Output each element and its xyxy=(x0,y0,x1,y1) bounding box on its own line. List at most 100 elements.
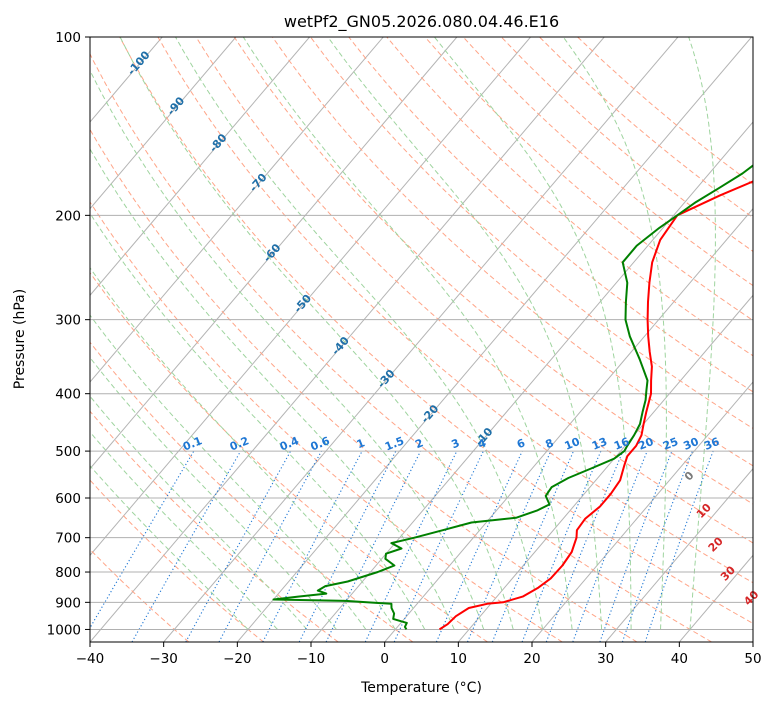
chart-title: wetPf2_GN05.2026.080.04.46.E16 xyxy=(284,12,559,32)
isotherm-line xyxy=(90,37,458,470)
x-tick-label: 30 xyxy=(597,651,614,667)
y-tick-label: 100 xyxy=(55,30,81,46)
isotherm-line xyxy=(457,294,753,642)
mixing-ratio-line xyxy=(545,450,624,642)
y-tick-label: 900 xyxy=(55,595,81,611)
isotherm-line xyxy=(531,381,753,642)
x-tick-label: 10 xyxy=(450,651,467,667)
x-tick-label: −40 xyxy=(76,651,105,667)
isotherm-line xyxy=(752,641,753,642)
mixing-ratio-label: 16 xyxy=(612,435,631,453)
profiles xyxy=(272,164,753,631)
isotherm-line xyxy=(90,37,384,383)
isotherm-line xyxy=(90,37,605,642)
isotherm-line xyxy=(236,37,752,642)
dry-adiabat-line xyxy=(195,37,753,544)
moist-adiabat-line xyxy=(562,37,667,630)
moist-adiabat-line xyxy=(90,314,367,630)
moist-adiabat-line xyxy=(90,464,249,630)
mixing-ratio-label: 8 xyxy=(544,436,556,451)
mixing-ratio-line xyxy=(185,450,292,642)
mixing-ratio-label: 30 xyxy=(682,435,701,453)
isotherm-line xyxy=(678,554,753,642)
mixing-ratio-line xyxy=(393,450,484,642)
y-tick-label: 1000 xyxy=(47,622,81,638)
dry-adiabat-line xyxy=(233,37,753,505)
y-tick-label: 300 xyxy=(55,313,81,329)
y-axis: 1000 900 800 700 600 500 400 300 200 100 xyxy=(47,30,90,638)
dry-adiabat-line xyxy=(90,52,712,642)
moist-adiabat-line xyxy=(90,266,396,630)
dewpoint-profile xyxy=(272,164,753,630)
x-tick-label: −30 xyxy=(149,651,178,667)
mixing-ratio-label: 3 xyxy=(450,436,462,451)
mixing-ratio-line xyxy=(364,450,458,642)
dry-adiabat-line xyxy=(90,201,563,642)
moist-adiabat-line xyxy=(90,148,455,630)
dry-adiabat-line xyxy=(90,341,414,642)
moist-adiabat-line xyxy=(90,356,337,630)
mixing-ratio-line xyxy=(90,450,195,629)
mixing-ratio-line xyxy=(466,450,552,642)
y-tick-label: 200 xyxy=(55,208,81,224)
moist-adiabat-line xyxy=(434,37,632,630)
x-axis-label: Temperature (°C) xyxy=(360,680,482,696)
x-tick-label: 50 xyxy=(744,651,761,667)
mixing-ratio-line xyxy=(435,450,523,642)
dry-adiabat-line xyxy=(462,37,753,287)
dry-adiabat-line xyxy=(90,479,264,642)
moist-adiabat-line xyxy=(119,37,514,630)
y-tick-label: 800 xyxy=(55,565,81,581)
mixing-ratio-label: 20 xyxy=(636,435,655,453)
isotherm-line xyxy=(90,37,531,557)
dry-adiabat-line xyxy=(539,37,753,219)
x-tick-label: 0 xyxy=(380,651,389,667)
dry-adiabat-line xyxy=(157,37,753,584)
mixing-ratio-label: 10 xyxy=(563,435,582,453)
x-tick-label: −10 xyxy=(297,651,326,667)
mixing-ratio-line xyxy=(599,450,673,642)
contour-labels: -100-90-80-70-60-50-40-30-20-10010203040… xyxy=(125,48,762,608)
dry-adiabat-line xyxy=(310,37,753,430)
mixing-ratio-label: 13 xyxy=(590,435,609,453)
isotherm-line xyxy=(90,37,310,297)
mixing-ratio-line xyxy=(491,450,575,642)
dry-adiabat-line xyxy=(119,37,753,624)
moist-adiabat-line xyxy=(90,395,308,630)
mixing-ratio-label: 36 xyxy=(702,435,721,453)
temperature-profile xyxy=(438,180,753,631)
dry-adiabat-label: 40 xyxy=(741,588,761,608)
plot-frame xyxy=(89,36,754,643)
y-axis-label: Pressure (hPa) xyxy=(12,289,28,389)
dry-adiabat-line xyxy=(577,37,753,185)
dry-adiabat-line xyxy=(90,548,190,642)
dry-adiabat-line xyxy=(90,410,339,642)
moist-adiabat-line xyxy=(242,37,573,630)
dry-adiabat-line xyxy=(500,37,753,252)
moist-adiabat-line xyxy=(90,212,426,630)
dry-adiabat-line xyxy=(90,271,488,642)
y-tick-label: 600 xyxy=(55,491,81,507)
moist-adiabat-line xyxy=(688,37,716,630)
x-tick-label: −20 xyxy=(223,651,252,667)
moist-adiabat-line xyxy=(327,37,603,630)
isotherm-line xyxy=(384,207,753,642)
mixing-ratio-line xyxy=(262,450,363,642)
x-tick-label: 20 xyxy=(523,651,540,667)
mixing-ratio-line xyxy=(298,450,397,642)
moist-adiabat-line xyxy=(90,69,485,630)
isotherm-line xyxy=(163,37,679,642)
y-tick-label: 700 xyxy=(55,531,81,547)
dry-adiabat-label: 0 xyxy=(682,469,697,484)
mixing-ratio-label: 2 xyxy=(413,436,425,451)
mixing-ratio-line xyxy=(644,450,714,642)
mixing-ratio-line xyxy=(325,450,422,642)
mixing-ratio-label: 1 xyxy=(355,436,367,451)
mixing-ratio-line xyxy=(521,450,602,642)
mixing-ratio-label: 6 xyxy=(515,436,527,451)
mixing-ratio-line xyxy=(218,450,322,642)
dry-adiabat-label: 30 xyxy=(718,563,738,583)
pressure-grid xyxy=(90,37,753,630)
isotherm-line xyxy=(90,37,237,210)
